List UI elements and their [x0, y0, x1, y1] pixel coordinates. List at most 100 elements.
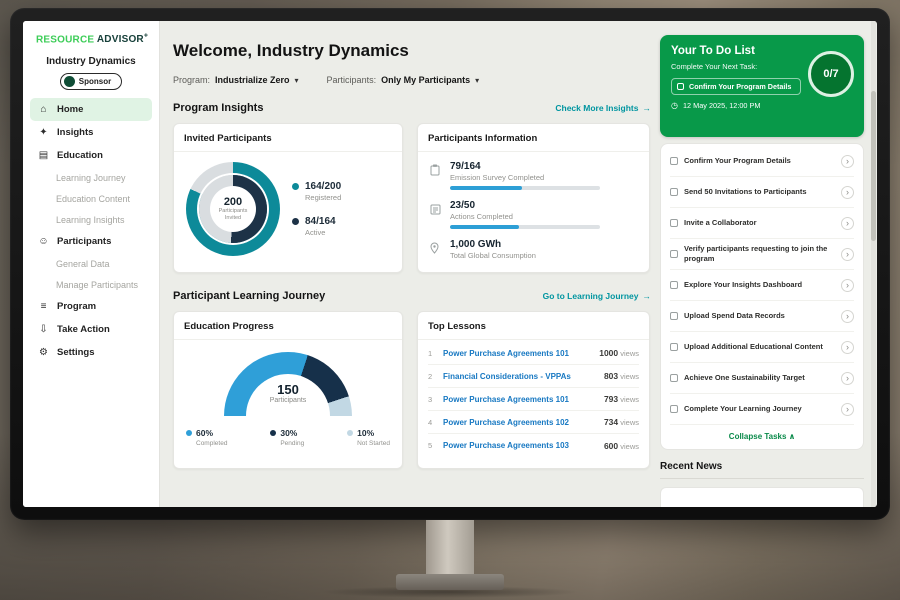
legend-registered: 164/200 Registered	[292, 181, 341, 202]
logo-secondary-text: ADVISOR	[96, 34, 144, 46]
task-label: Send 50 Invitations to Participants	[684, 187, 807, 197]
todo-task-list: Confirm Your Program Details › Send 50 I…	[660, 143, 864, 450]
task-checkbox[interactable]	[670, 374, 678, 382]
task-row[interactable]: Explore Your Insights Dashboard ›	[670, 270, 854, 301]
sidebar-item-general-data[interactable]: General Data	[30, 253, 152, 274]
chevron-right-icon[interactable]: ›	[841, 402, 854, 416]
sidebar-item-settings[interactable]: ⚙ Settings	[30, 341, 152, 364]
task-row[interactable]: Complete Your Learning Journey ›	[670, 394, 854, 425]
legend-pending: 30% Pending	[270, 428, 304, 447]
lesson-row: 4 Power Purchase Agreements 102 734 view…	[428, 411, 639, 434]
legend-value: 84/164	[305, 216, 336, 227]
sidebar-item-label: Program	[57, 301, 97, 313]
task-checkbox[interactable]	[670, 250, 678, 258]
logo-plus: +	[143, 33, 149, 40]
sidebar-item-program[interactable]: ≡ Program	[30, 295, 152, 318]
sidebar-item-home[interactable]: ⌂ Home	[30, 98, 152, 122]
participants-filter[interactable]: Participants: Only My Participants ▾	[327, 75, 480, 85]
list-icon: ≡	[40, 301, 47, 313]
sidebar-item-education[interactable]: ▤ Education	[30, 144, 152, 167]
page-title: Welcome, Industry Dynamics	[173, 41, 409, 60]
next-task-checkbox[interactable]	[677, 83, 684, 90]
collapse-caret-icon: ∧	[788, 432, 796, 441]
task-checkbox[interactable]	[670, 281, 678, 289]
chevron-right-icon[interactable]: ›	[841, 154, 854, 168]
lesson-rank: 2	[428, 371, 433, 381]
task-checkbox[interactable]	[670, 219, 678, 227]
task-checkbox[interactable]	[670, 312, 678, 320]
legend-value: 164/200	[305, 181, 342, 192]
chevron-right-icon[interactable]: ›	[841, 371, 854, 385]
program-filter[interactable]: Program: Industrialize Zero ▾	[173, 75, 299, 85]
monitor-stand-neck	[426, 520, 474, 576]
check-more-insights-link[interactable]: Check More Insights →	[555, 103, 651, 113]
lesson-views: 734 views	[604, 417, 639, 427]
task-row[interactable]: Verify participants requesting to join t…	[670, 239, 854, 270]
education-progress-gauge: 150 Participants	[224, 352, 352, 416]
go-to-learning-journey-link[interactable]: Go to Learning Journey →	[543, 291, 651, 301]
sidebar-item-participants[interactable]: ☺ Participants	[30, 230, 152, 253]
stat-progress-fill	[450, 225, 519, 229]
lesson-link[interactable]: Power Purchase Agreements 102	[443, 417, 569, 427]
lesson-link[interactable]: Financial Considerations - VPPAs	[443, 371, 571, 381]
task-label: Explore Your Insights Dashboard	[684, 280, 803, 290]
lesson-rank: 4	[428, 417, 433, 427]
app-logo: RESOURCE ADVISOR+	[23, 21, 159, 45]
lesson-link[interactable]: Power Purchase Agreements 101	[443, 348, 569, 358]
gear-icon: ⚙	[39, 347, 48, 359]
chevron-right-icon[interactable]: ›	[841, 309, 854, 323]
sidebar-item-label: Home	[57, 104, 84, 116]
legend-label: Not Started	[357, 440, 390, 447]
task-row[interactable]: Send 50 Invitations to Participants ›	[670, 177, 854, 208]
lesson-link[interactable]: Power Purchase Agreements 101	[443, 394, 569, 404]
chevron-down-icon: ▾	[294, 75, 299, 85]
task-checkbox[interactable]	[670, 157, 678, 165]
legend-label: Registered	[305, 193, 342, 202]
lesson-views: 1000 views	[599, 348, 639, 358]
lesson-views: 803 views	[604, 371, 639, 381]
org-name: Industry Dynamics	[46, 56, 136, 68]
sponsor-label: Sponsor	[78, 77, 112, 87]
task-checkbox[interactable]	[670, 405, 678, 413]
sidebar-item-manage-participants[interactable]: Manage Participants	[30, 274, 152, 295]
chevron-right-icon[interactable]: ›	[841, 340, 854, 354]
stat-progress-track	[450, 186, 600, 190]
task-row[interactable]: Invite a Collaborator ›	[670, 208, 854, 239]
card-title: Participants Information	[418, 124, 649, 152]
task-checkbox[interactable]	[670, 343, 678, 351]
logo-secondary: ADVISOR+	[96, 33, 149, 46]
chevron-right-icon[interactable]: ›	[841, 278, 854, 292]
chevron-right-icon[interactable]: ›	[841, 247, 854, 261]
checklist-icon	[430, 200, 442, 229]
program-filter-value: Industrialize Zero	[215, 75, 290, 85]
stat-progress-fill	[450, 186, 522, 190]
task-row[interactable]: Achieve One Sustainability Target ›	[670, 363, 854, 394]
chevron-right-icon[interactable]: ›	[841, 216, 854, 230]
sidebar: RESOURCE ADVISOR+ Industry Dynamics Spon…	[23, 21, 160, 507]
task-row[interactable]: Upload Additional Educational Content ›	[670, 332, 854, 363]
sidebar-item-learning-journey[interactable]: Learning Journey	[30, 167, 152, 188]
donut-center-label: Participants Invited	[218, 208, 248, 221]
stat-actions-completed: 23/50 Actions Completed	[430, 200, 637, 229]
scrollbar-thumb[interactable]	[871, 91, 876, 241]
views-count: 1000	[599, 348, 619, 358]
stat-label: Emission Survey Completed	[450, 173, 545, 182]
sidebar-item-take-action[interactable]: ⇩ Take Action	[30, 318, 152, 341]
recent-news-title: Recent News	[660, 461, 864, 479]
next-task-row[interactable]: Confirm Your Program Details	[671, 78, 801, 95]
sidebar-item-insights[interactable]: ✦ Insights	[30, 121, 152, 144]
sidebar-item-learning-insights[interactable]: Learning Insights	[30, 209, 152, 230]
participants-information-body: 79/164 Emission Survey Completed 23/50	[418, 152, 649, 269]
recent-news-card	[660, 487, 864, 507]
sponsor-badge[interactable]: Sponsor	[59, 73, 123, 91]
chevron-right-icon[interactable]: ›	[841, 185, 854, 199]
task-row[interactable]: Upload Spend Data Records ›	[670, 301, 854, 332]
task-checkbox[interactable]	[670, 188, 678, 196]
book-icon: ▤	[38, 150, 49, 162]
card-title: Top Lessons	[418, 312, 649, 340]
program-insights-header: Program Insights Check More Insights →	[173, 102, 651, 114]
sidebar-item-education-content[interactable]: Education Content	[30, 188, 152, 209]
collapse-tasks-link[interactable]: Collapse Tasks ∧	[670, 425, 854, 447]
lesson-link[interactable]: Power Purchase Agreements 103	[443, 441, 569, 450]
task-row[interactable]: Confirm Your Program Details ›	[670, 146, 854, 177]
